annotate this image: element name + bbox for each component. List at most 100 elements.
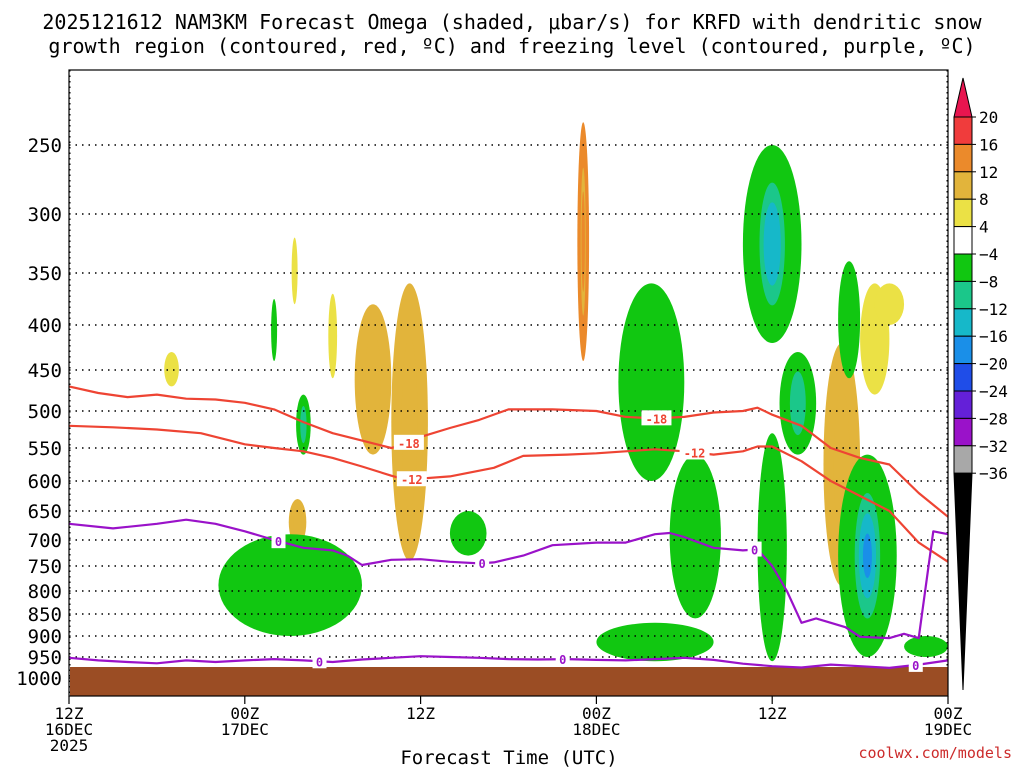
omega-blob: [618, 283, 685, 482]
ground-terrain-band: [70, 667, 948, 696]
terrain-layer: [70, 667, 948, 696]
freezing-level-lower-contour-label: 0: [559, 653, 566, 667]
y-tick-label: 250: [28, 135, 62, 157]
x-tick-label: 00Z: [582, 704, 611, 723]
colorbar-segment: [953, 445, 973, 474]
x-tick-label: 18DEC: [572, 720, 620, 739]
plot-border: [68, 69, 949, 697]
contour-layer: -12 -12 -18 -18 0 0 0 0 0 0: [68, 385, 949, 673]
y-tick-label: 550: [28, 438, 62, 460]
colorbar-bottom-arrow: [953, 472, 973, 691]
y-tick-label: 800: [28, 581, 62, 603]
colorbar-label: 20: [979, 108, 998, 127]
x-tick-label: 12Z: [406, 704, 435, 723]
omega-blob-core: [862, 533, 872, 579]
omega-blob: [874, 283, 905, 326]
omega-blob: [218, 534, 362, 636]
colorbar-segment: [953, 390, 973, 419]
omega-blob-core: [581, 191, 585, 292]
omega-blob: [669, 454, 721, 619]
grid-layer: [69, 70, 948, 696]
colorbar-label: −8: [979, 272, 998, 291]
omega-blob: [904, 636, 949, 657]
x-tick-label: 2025: [50, 736, 89, 755]
omega-blob-core: [365, 332, 381, 427]
colorbar-segment: [953, 280, 973, 310]
freezing-level-upper-contour-label: 0: [479, 557, 486, 571]
colorbar-label: −16: [979, 327, 1008, 346]
colorbar-label: 16: [979, 135, 998, 154]
y-tick-label: 1000: [16, 668, 62, 690]
y-tick-label: 850: [28, 604, 62, 626]
y-axis: 2503003504004505005506006507007508008509…: [16, 135, 62, 690]
freezing-level-lower-contour-label: 0: [316, 655, 323, 669]
plot-frame: [68, 69, 949, 697]
colorbar-segment: [953, 198, 973, 228]
chart-title-line-1: 2025121612 NAM3KM Forecast Omega (shaded…: [42, 10, 982, 34]
y-tick-label: 950: [28, 647, 62, 669]
freezing-level-upper-contour-label-bg: [475, 555, 490, 571]
freezing-level-upper-contour-label: 0: [751, 544, 758, 558]
omega-shading-layer: [164, 122, 949, 662]
freezing-level-upper-contour-label-bg: [747, 541, 762, 557]
x-tick-label: 00Z: [230, 704, 259, 723]
x-tick-label: 12Z: [758, 704, 787, 723]
omega-blob: [271, 299, 278, 361]
colorbar-segment: [953, 226, 973, 255]
dgz-minus18-contour-label-bg: [393, 434, 424, 450]
colorbar-segment: [953, 171, 973, 200]
omega-blob: [291, 237, 298, 305]
y-tick-label: 500: [28, 401, 62, 423]
x-tick-label: 16DEC: [45, 720, 93, 739]
dgz-minus18-contour: [68, 385, 949, 518]
colorbar-label: −4: [979, 245, 998, 264]
colorbar-segment: [953, 335, 973, 365]
colorbar-segment: [953, 363, 973, 392]
omega-blob-core: [300, 406, 307, 444]
dgz-minus12-contour: [68, 424, 949, 563]
dgz-minus12-contour-label: -12: [401, 473, 423, 487]
colorbar-segment: [953, 417, 973, 447]
y-tick-label: 400: [28, 315, 62, 337]
colorbar-label: −20: [979, 355, 1008, 374]
x-tick-label: 19DEC: [924, 720, 972, 739]
omega-blob-core: [763, 202, 781, 286]
credit-text: coolwx.com/models: [858, 744, 1012, 762]
y-tick-label: 450: [28, 360, 62, 382]
omega-blob: [757, 433, 787, 662]
x-tick-label: 12Z: [55, 704, 84, 723]
freezing-level-upper-contour: [68, 518, 949, 640]
y-tick-label: 900: [28, 626, 62, 648]
y-tick-label: 600: [28, 471, 62, 493]
omega-blob: [596, 622, 714, 662]
omega-blob-core: [293, 507, 302, 537]
freezing-level-upper-contour-label: 0: [275, 535, 282, 549]
dgz-minus12-contour-label-bg: [679, 444, 710, 460]
omega-blob: [164, 352, 179, 387]
colorbar-segment: [953, 116, 973, 145]
dgz-minus18-contour-label: -18: [398, 437, 420, 451]
dgz-minus12-contour-label: -12: [684, 446, 706, 460]
colorbar-label: −28: [979, 409, 1008, 428]
colorbar-label: −12: [979, 300, 1008, 319]
omega-blob-core: [789, 371, 806, 436]
omega-blob: [838, 261, 861, 379]
colorbar-label: 8: [979, 190, 989, 209]
x-tick-label: 00Z: [934, 704, 963, 723]
y-tick-label: 750: [28, 556, 62, 578]
freezing-level-upper-contour-label-bg: [271, 533, 286, 549]
y-tick-label: 700: [28, 530, 62, 552]
dgz-minus12-contour-label-bg: [396, 471, 427, 487]
colorbar-segment: [953, 253, 973, 282]
colorbar-segment: [953, 143, 973, 173]
omega-blob: [449, 511, 487, 556]
freezing-level-lower-contour-label-bg: [908, 656, 923, 672]
colorbar-label: −24: [979, 382, 1008, 401]
y-tick-label: 350: [28, 263, 62, 285]
dgz-minus18-contour-label: -18: [646, 412, 668, 426]
omega-blob: [328, 293, 338, 379]
freezing-level-lower-contour-label-bg: [312, 653, 327, 669]
y-tick-label: 300: [28, 204, 62, 226]
